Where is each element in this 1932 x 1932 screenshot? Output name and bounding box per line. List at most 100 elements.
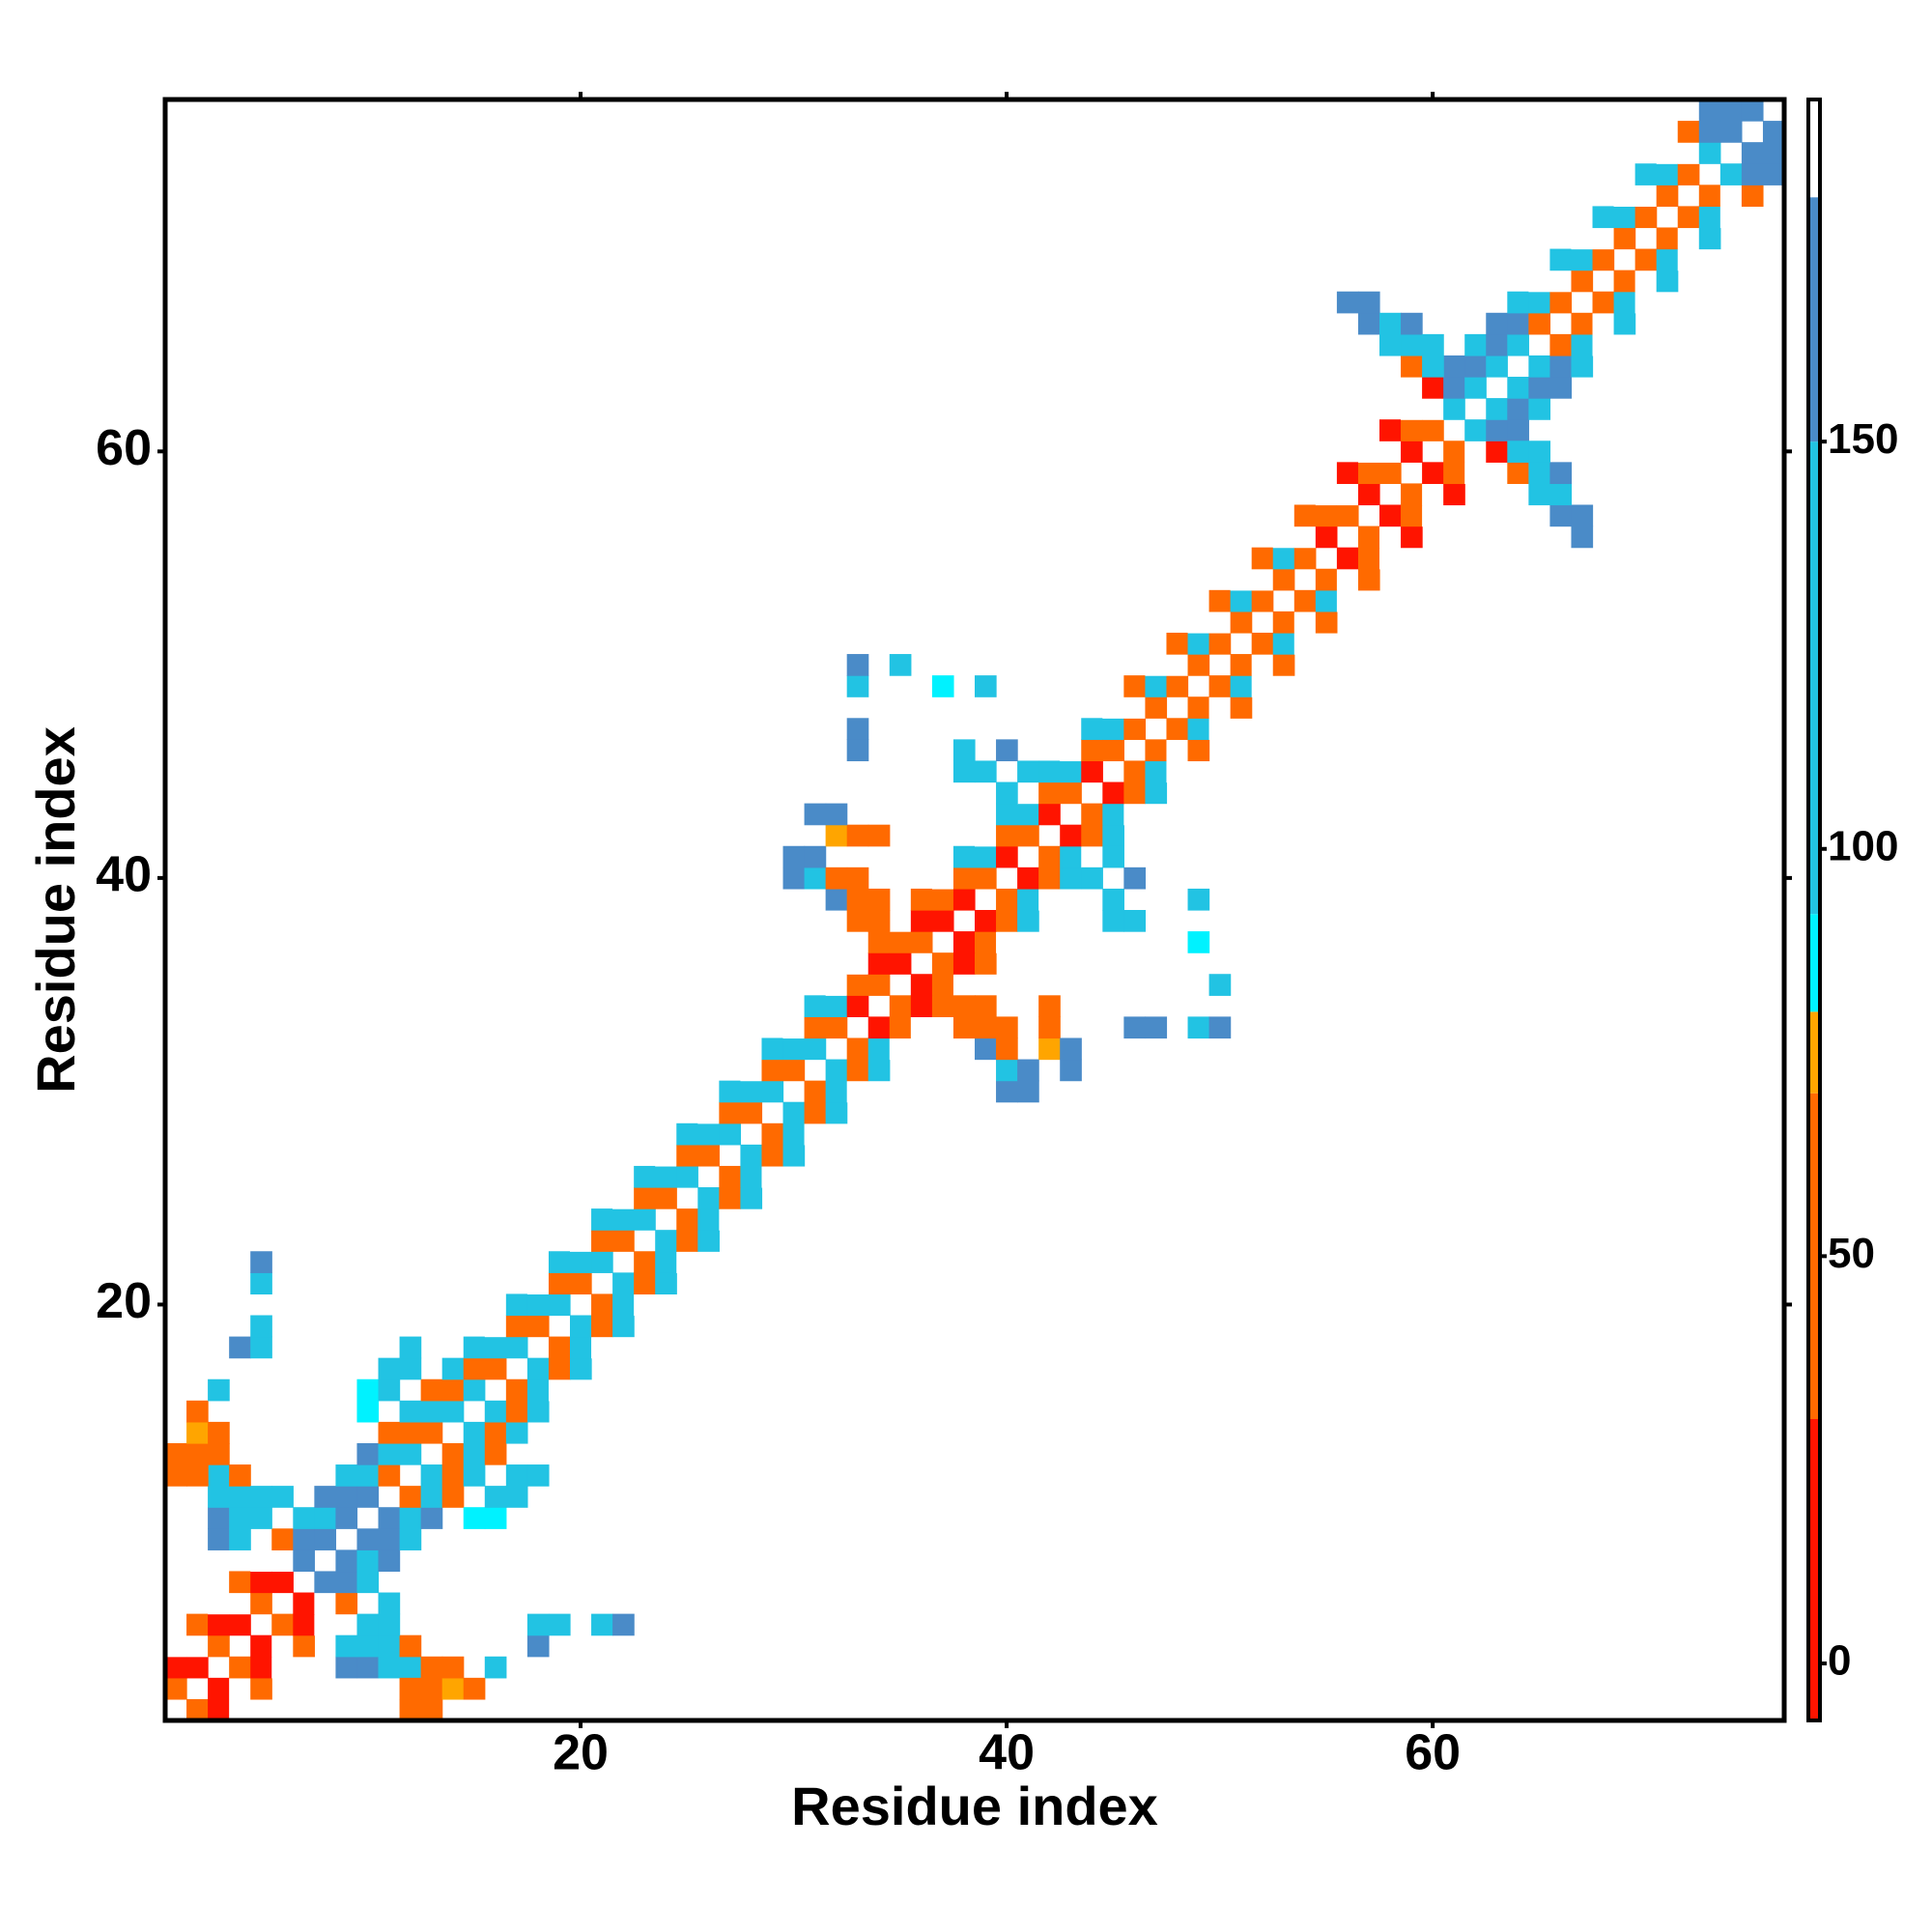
heatmap-cell (1038, 845, 1061, 868)
heatmap-cell (761, 1165, 784, 1188)
heatmap-cell (846, 739, 869, 762)
heatmap-cell (931, 952, 954, 975)
heatmap-cell (356, 1486, 380, 1508)
heatmap-cell (1741, 99, 1764, 122)
heatmap-cell (761, 1122, 784, 1146)
heatmap-cell (1272, 568, 1295, 591)
heatmap-cell (1464, 355, 1487, 378)
heatmap-cell (612, 1315, 635, 1338)
heatmap-cell (186, 1400, 209, 1423)
heatmap-cell (1634, 163, 1658, 185)
heatmap-cell (846, 888, 869, 911)
heatmap-cell (250, 1549, 272, 1573)
heatmap-cell (208, 1378, 230, 1402)
heatmap-cell (250, 1507, 272, 1529)
heatmap-cell (1293, 611, 1317, 634)
heatmap-cell (1123, 675, 1147, 697)
heatmap-cell (335, 1507, 358, 1529)
heatmap-cell (1677, 142, 1700, 164)
heatmap-cell (1230, 568, 1253, 591)
heatmap-cell (229, 1336, 251, 1359)
heatmap-cell (1379, 462, 1402, 485)
heatmap-cell (740, 1187, 763, 1209)
heatmap-cell (1038, 867, 1061, 890)
heatmap-cell (975, 675, 997, 697)
heatmap-cell (1251, 675, 1274, 697)
heatmap-cell (1187, 632, 1210, 655)
heatmap-cell (634, 1251, 656, 1273)
heatmap-cell (1060, 824, 1082, 847)
heatmap-cell (1507, 377, 1529, 399)
heatmap-cell (910, 995, 933, 1017)
heatmap-cell (612, 1187, 635, 1209)
colorbar-band (1808, 1419, 1820, 1720)
heatmap-cell (1102, 781, 1124, 805)
heatmap-cell (484, 1315, 507, 1338)
heatmap-cell (867, 952, 891, 975)
heatmap-cell (420, 1677, 443, 1700)
heatmap-cell (1379, 526, 1402, 549)
heatmap-cell (910, 888, 933, 911)
heatmap-cell (1017, 824, 1039, 847)
heatmap-cell (1592, 227, 1615, 250)
heatmap-cell (931, 888, 954, 911)
heatmap-cell (612, 1613, 635, 1636)
heatmap-cell (697, 1187, 720, 1209)
heatmap-cell (1401, 398, 1423, 420)
heatmap-cell (1464, 377, 1487, 399)
heatmap-cell (975, 995, 997, 1017)
heatmap-cell (975, 1037, 997, 1061)
heatmap-cell (1379, 440, 1402, 463)
heatmap-cell (314, 1528, 337, 1550)
heatmap-cell (655, 1251, 677, 1273)
heatmap-cell (1336, 483, 1359, 506)
heatmap-cell (889, 1037, 912, 1061)
heatmap-cell (186, 1421, 209, 1444)
heatmap-cell (996, 910, 1018, 932)
heatmap-cell (229, 1656, 251, 1679)
heatmap-cell (1251, 654, 1274, 676)
heatmap-cell (208, 1592, 230, 1615)
heatmap-cell (526, 1378, 550, 1402)
heatmap-cell (484, 1357, 507, 1380)
heatmap-cell (229, 1528, 251, 1550)
heatmap-cell (1060, 1059, 1082, 1082)
heatmap-cell (1677, 121, 1700, 143)
heatmap-cell (1677, 227, 1700, 250)
heatmap-cell (250, 1336, 272, 1359)
heatmap-cell (1762, 121, 1785, 143)
heatmap-cell (1379, 333, 1402, 356)
heatmap-cell (996, 1059, 1018, 1082)
heatmap-cell (846, 952, 869, 975)
heatmap-cell (186, 1442, 209, 1465)
heatmap-cell (1187, 739, 1210, 762)
heatmap-cell (634, 1187, 656, 1209)
heatmap-cell (676, 1208, 698, 1231)
heatmap-cell (1613, 291, 1636, 314)
heatmap-cell (1571, 355, 1594, 378)
heatmap-cell (1230, 696, 1253, 719)
heatmap-cell (1719, 185, 1743, 207)
heatmap-cell (1081, 718, 1103, 740)
heatmap-cell (463, 1442, 486, 1465)
heatmap-cell (378, 1507, 401, 1529)
heatmap-cell (271, 1613, 294, 1636)
heatmap-cell (420, 1656, 443, 1679)
heatmap-cell (1634, 291, 1658, 314)
heatmap-cell (1060, 1037, 1082, 1061)
heatmap-cell (420, 1464, 443, 1487)
heatmap-cell (1145, 654, 1168, 676)
heatmap-cell (1357, 291, 1380, 314)
heatmap-cell (1634, 206, 1658, 229)
heatmap-cell (740, 1101, 763, 1124)
heatmap-cell (825, 1016, 848, 1039)
heatmap-cell (1571, 312, 1594, 335)
heatmap-cell (952, 995, 976, 1017)
heatmap-cell (1123, 1016, 1147, 1039)
heatmap-cell (676, 1144, 698, 1167)
heatmap-cell (570, 1336, 592, 1359)
heatmap-cell (1336, 568, 1359, 591)
heatmap-cell (399, 1698, 422, 1721)
heatmap-cell (1401, 440, 1423, 463)
colorbar-tick-label: 100 (1828, 822, 1898, 869)
